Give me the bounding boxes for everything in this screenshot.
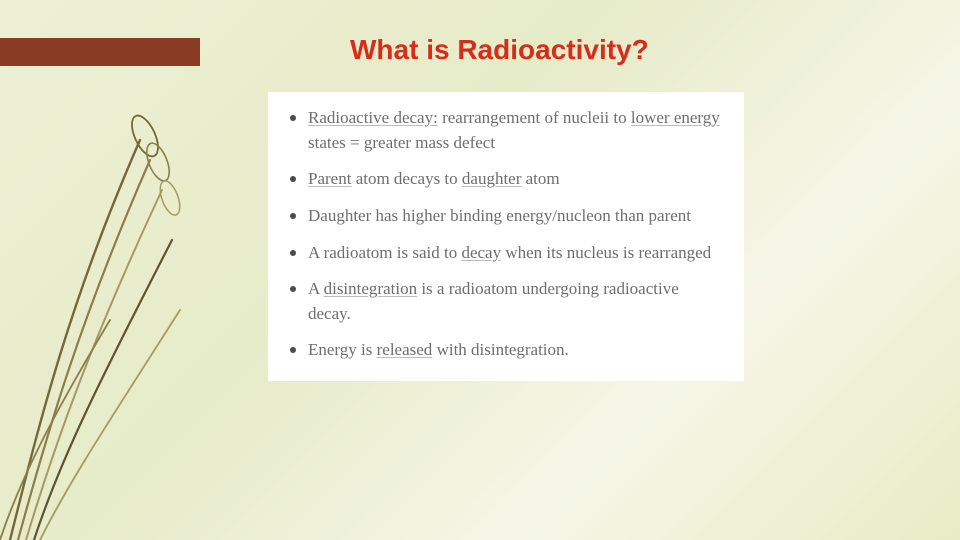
bullet-list: Radioactive decay: rearrangement of nucl…	[290, 106, 724, 363]
bullet-segment: A radioatom is said to	[308, 243, 461, 262]
bullet-segment: disintegration	[324, 279, 417, 298]
bullet-segment: A	[308, 279, 324, 298]
bullet-segment: released	[377, 340, 433, 359]
accent-bar	[0, 38, 200, 66]
bullet-item: Daughter has higher binding energy/nucle…	[290, 204, 724, 229]
bullet-segment: decay	[461, 243, 501, 262]
bullet-segment: with disintegration.	[432, 340, 568, 359]
plant-decoration	[0, 60, 260, 540]
bullet-segment: Radioactive decay:	[308, 108, 438, 127]
bullet-segment: rearrangement of nucleii to	[438, 108, 631, 127]
slide-title: What is Radioactivity?	[350, 34, 649, 66]
bullet-segment: Parent	[308, 169, 351, 188]
bullet-segment: atom decays to	[351, 169, 461, 188]
bullet-item: A disintegration is a radioatom undergoi…	[290, 277, 724, 326]
content-box: Radioactive decay: rearrangement of nucl…	[268, 92, 744, 381]
bullet-segment: Energy is	[308, 340, 377, 359]
bullet-segment: daughter	[462, 169, 521, 188]
bullet-item: A radioatom is said to decay when its nu…	[290, 241, 724, 266]
bullet-segment: atom	[521, 169, 559, 188]
bullet-segment: Daughter has higher binding energy/nucle…	[308, 206, 691, 225]
bullet-segment: states = greater mass defect	[308, 133, 495, 152]
bullet-segment: when its nucleus is rearranged	[501, 243, 711, 262]
bullet-item: Energy is released with disintegration.	[290, 338, 724, 363]
bullet-item: Parent atom decays to daughter atom	[290, 167, 724, 192]
bullet-item: Radioactive decay: rearrangement of nucl…	[290, 106, 724, 155]
slide: What is Radioactivity? Radioactive decay…	[0, 0, 960, 540]
bullet-segment: lower energy	[631, 108, 720, 127]
